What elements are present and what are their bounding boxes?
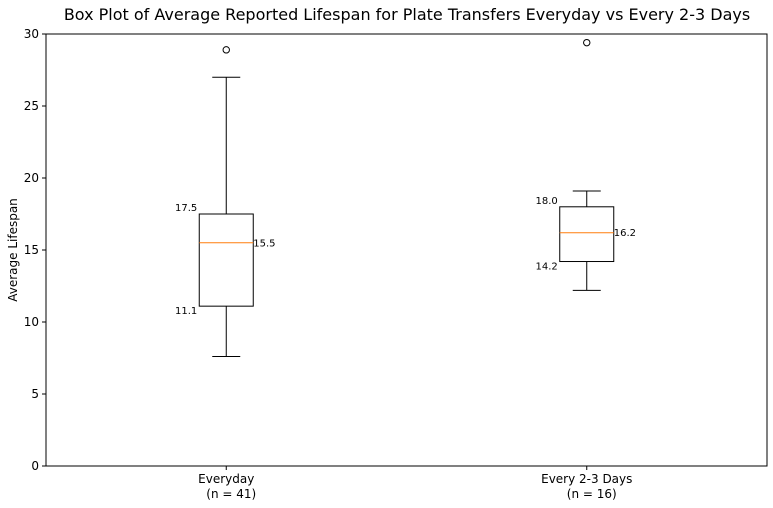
q3-label: 18.0 <box>535 196 557 207</box>
median-label: 15.5 <box>253 238 275 249</box>
q3-label: 17.5 <box>175 203 197 214</box>
boxes-layer: 17.5 11.1 15.5 18.0 14.2 16.2 <box>175 38 636 358</box>
iqr-box <box>559 206 615 263</box>
y-tick-label: 15 <box>24 243 39 257</box>
y-tick-label: 0 <box>31 459 39 473</box>
q1-label: 11.1 <box>175 306 197 317</box>
x-tick-sublabel: (n = 41) <box>206 487 256 501</box>
chart-title: Box Plot of Average Reported Lifespan fo… <box>64 5 750 24</box>
plot-area-frame <box>45 33 768 467</box>
box-group: 18.0 14.2 16.2 <box>535 38 636 291</box>
y-tick-label: 30 <box>24 27 39 41</box>
y-tick-label: 25 <box>24 99 39 113</box>
x-tick-label: Everyday <box>198 472 254 486</box>
x-tick-label: Every 2-3 Days <box>541 472 632 486</box>
iqr-box <box>198 213 254 307</box>
median-label: 16.2 <box>614 228 636 239</box>
y-tick-label: 20 <box>24 171 39 185</box>
x-axis: Everyday(n = 41) Every 2-3 Days(n = 16) <box>198 466 632 501</box>
y-axis-title: Average Lifespan <box>6 198 20 302</box>
y-axis: 0 5 10 15 20 25 30 <box>24 27 46 473</box>
q1-label: 14.2 <box>535 262 557 273</box>
y-tick-label: 5 <box>31 387 39 401</box>
outlier-point <box>583 38 591 47</box>
y-tick-label: 10 <box>24 315 39 329</box>
x-tick-sublabel: (n = 16) <box>567 487 617 501</box>
outlier-point <box>222 46 230 54</box>
box-group: 17.5 11.1 15.5 <box>175 46 276 358</box>
